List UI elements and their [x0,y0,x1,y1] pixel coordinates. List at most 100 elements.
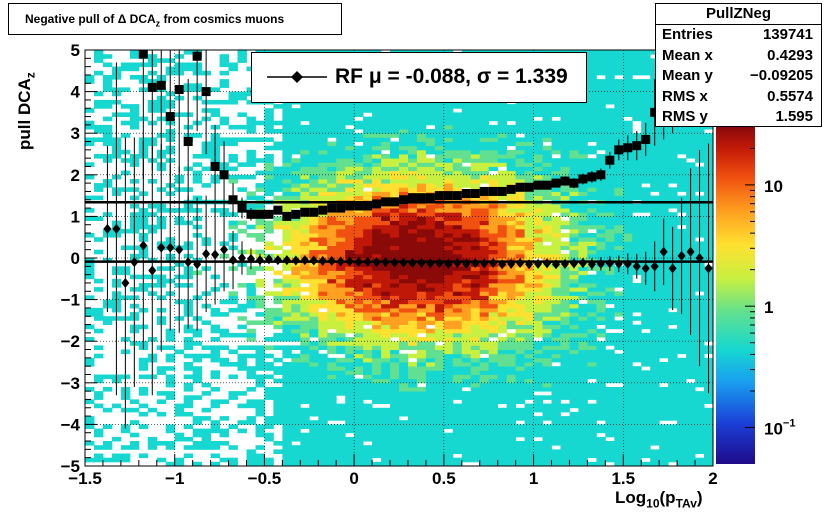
heatmap-cell [443,337,454,342]
heatmap-cell [309,374,319,380]
heatmap-cell [345,370,355,375]
heatmap-cell [327,453,337,459]
heatmap-cell [327,191,337,196]
heatmap-cell [659,349,669,355]
heatmap-cell [201,428,211,434]
heatmap-cell [641,195,651,201]
heatmap-cell [434,274,445,280]
heatmap-cell [542,403,552,409]
heatmap-cell [372,174,382,180]
heatmap-cell [300,320,310,325]
heatmap-cell [587,341,597,346]
heatmap-cell [587,432,597,438]
heatmap-cell [614,108,624,113]
heatmap-cell [336,133,346,138]
heatmap-cell [255,187,265,192]
heatmap-cell [479,432,490,438]
heatmap-cell [623,62,633,68]
heatmap-cell [623,124,633,130]
heatmap-cell [318,104,328,109]
heatmap-cell [300,158,310,163]
heatmap-cell [381,120,391,126]
heatmap-cell [309,133,319,138]
heatmap-cell [533,120,543,126]
heatmap-cell [470,416,481,421]
heatmap-cell [452,287,463,292]
heatmap-cell [524,366,534,371]
heatmap-cell [434,283,445,288]
heatmap-cell [372,154,382,159]
heatmap-cell [318,283,328,288]
heatmap-cell [425,228,436,234]
heatmap-cell [399,166,409,172]
heatmap-cell [623,83,633,88]
heatmap-cell [596,183,606,188]
heatmap-cell [219,58,229,63]
heatmap-cell [596,141,606,147]
heatmap-cell [488,428,499,434]
heatmap-cell [318,233,328,238]
heatmap-cell [237,366,247,371]
heatmap-cell [524,337,534,342]
heatmap-cell [488,449,499,454]
heatmap-cell [390,324,400,330]
heatmap-cell [94,353,104,359]
heatmap-cell [94,187,104,192]
heatmap-cell [632,79,642,84]
heatmap-cell [372,349,382,355]
heatmap-cell [668,395,678,400]
heatmap-cell [641,187,651,192]
heatmap-cell [291,374,301,380]
heatmap-cell [327,299,337,305]
heatmap-cell [416,407,427,413]
heatmap-cell [641,424,651,429]
heatmap-cell [479,307,490,313]
heatmap-cell [506,116,517,122]
heatmap-cell [399,332,409,338]
heatmap-cell [452,432,463,438]
heatmap-cell [408,441,418,446]
heatmap-cell [515,274,525,280]
heatmap-cell [237,174,247,180]
heatmap-cell [479,461,490,466]
heatmap-cell [488,295,499,300]
heatmap-cell [434,266,445,271]
heatmap-cell [569,453,579,459]
heatmap-cell [515,453,525,459]
heatmap-cell [390,424,400,429]
heatmap-cell [479,449,490,454]
heatmap-cell [587,299,597,305]
heatmap-cell [506,291,517,296]
heatmap-cell [578,353,588,359]
heatmap-cell [542,278,552,284]
heatmap-cell [282,162,292,167]
heatmap-cell [363,228,373,234]
heatmap-cell [614,391,624,396]
heatmap-cell [497,133,508,138]
heatmap-cell [614,237,624,242]
heatmap-cell [416,316,427,321]
heatmap-cell [408,332,418,338]
heatmap-cell [345,183,355,188]
heatmap-cell [408,237,418,242]
heatmap-cell [390,432,400,438]
heatmap-cell [524,312,534,317]
heatmap-cell [569,120,579,126]
heatmap-cell [264,457,274,463]
heatmap-cell [461,411,472,417]
heatmap-cell [596,91,606,97]
heatmap-cell [632,224,642,230]
heatmap-cell [542,245,552,251]
heatmap-cell [515,287,525,292]
heatmap-cell [587,353,597,359]
heatmap-cell [363,337,373,342]
heatmap-cell [641,320,651,325]
heatmap-cell [560,212,570,217]
heatmap-cell [605,449,615,454]
heatmap-cell [479,287,490,292]
heatmap-cell [479,378,490,384]
heatmap-cell [372,366,382,371]
heatmap-cell [542,432,552,438]
heatmap-cell [659,441,669,446]
heatmap-cell [650,407,660,413]
